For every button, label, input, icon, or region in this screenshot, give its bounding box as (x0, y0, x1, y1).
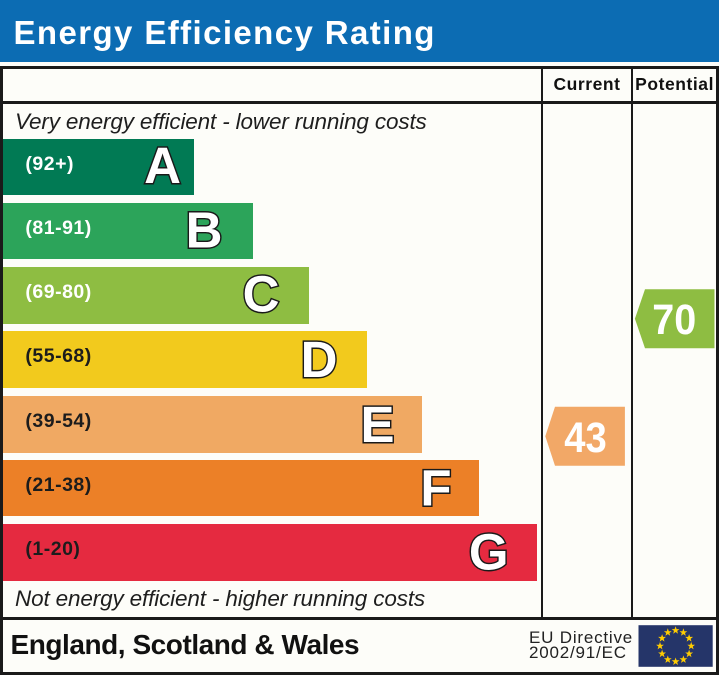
svg-text:F: F (420, 460, 451, 517)
svg-text:B: B (186, 201, 223, 258)
svg-text:G: G (469, 524, 509, 581)
svg-text:E: E (360, 396, 394, 453)
svg-text:43: 43 (564, 415, 607, 462)
svg-text:70: 70 (652, 297, 696, 344)
svg-text:A: A (144, 137, 181, 194)
svg-text:D: D (301, 331, 338, 388)
svg-text:C: C (243, 266, 280, 323)
